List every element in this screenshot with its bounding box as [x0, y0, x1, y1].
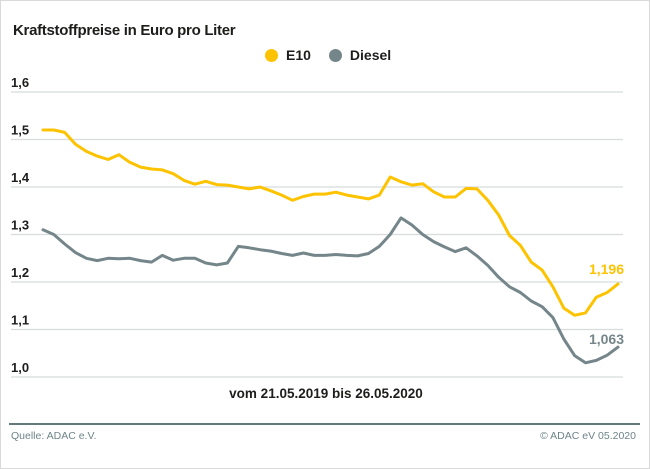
footer-divider — [9, 423, 640, 425]
source-label: Quelle: ADAC e.V. — [11, 430, 97, 442]
page-title: Kraftstoffpreise in Euro pro Liter — [13, 22, 236, 39]
y-axis-label-1-3: 1,3 — [11, 218, 29, 233]
e10-swatch-icon — [265, 48, 278, 62]
legend-label-diesel: Diesel — [349, 47, 392, 63]
y-axis-label-1-4: 1,4 — [11, 170, 30, 185]
series-end-label-e10: 1,196 — [589, 261, 624, 277]
y-axis-label-1-2: 1,2 — [11, 265, 29, 280]
legend-item-e10: E10 — [265, 47, 311, 63]
legend-item-diesel: Diesel — [328, 47, 392, 63]
y-axis-label-1-1: 1,1 — [11, 313, 29, 328]
legend-label-e10: E10 — [286, 47, 311, 63]
y-axis-label-1-5: 1,5 — [11, 123, 29, 138]
series-line-e10 — [41, 128, 620, 317]
series-end-label-diesel: 1,063 — [589, 331, 624, 347]
y-axis-label-1-0: 1,0 — [11, 360, 29, 375]
legend: E10 Diesel — [265, 47, 391, 63]
x-range-label: vom 21.05.2019 bis 26.05.2020 — [229, 386, 423, 401]
copyright-label: © ADAC eV 05.2020 — [540, 430, 636, 442]
series-line-diesel — [41, 216, 620, 365]
diesel-swatch-icon — [328, 48, 342, 62]
y-axis-label-1-6: 1,6 — [11, 75, 29, 90]
